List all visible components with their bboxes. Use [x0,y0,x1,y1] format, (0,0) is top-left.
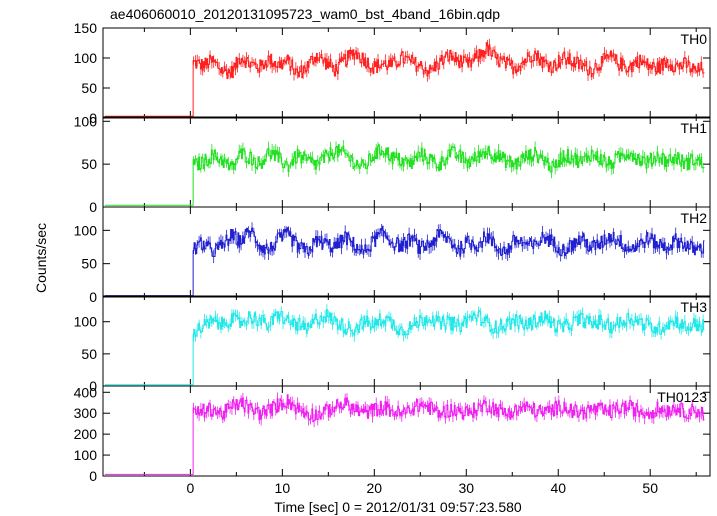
panel-label-th2: TH2 [681,210,708,226]
panel-label-th0123: TH0123 [657,389,707,405]
panel-label-th0: TH0 [681,31,708,47]
panel-label-th3: TH3 [681,299,708,315]
y-tick-label: 100 [74,50,98,66]
y-tick-label: 0 [89,110,97,126]
y-tick-label: 100 [74,314,98,330]
series-line-th1 [104,144,705,206]
error-bars-th2 [193,222,704,264]
x-tick-label: 0 [186,480,194,496]
y-tick-label: 400 [74,384,98,400]
x-tick-label: 40 [550,480,566,496]
panel-frame-th2 [102,206,711,298]
y-tick-label: 50 [81,80,97,96]
y-tick-label: 150 [74,20,98,36]
y-tick-label: 50 [81,156,97,172]
y-tick-label: 100 [74,222,98,238]
series-line-th2 [104,225,705,297]
series-line-th0123 [104,394,705,475]
y-tick-label: 200 [74,426,98,442]
chart-title: ae406060010_20120131095723_wam0_bst_4ban… [110,6,500,22]
y-tick-label: 50 [81,256,97,272]
y-tick-label: 0 [89,289,97,305]
x-tick-label: 20 [367,480,383,496]
x-tick-label: 50 [642,480,658,496]
series-line-th0 [104,42,705,117]
y-tick-label: 100 [74,113,98,129]
y-tick-label: 0 [89,468,97,484]
y-tick-label: 0 [89,199,97,215]
y-axis-title: Counts/sec [33,223,49,293]
y-tick-label: 50 [81,346,97,362]
panel-frame-th3 [102,295,711,387]
panel-label-th1: TH1 [681,120,708,136]
y-tick-label: 100 [74,447,98,463]
y-tick-label: 300 [74,405,98,421]
panel-frame-th0123 [102,385,711,477]
panel-frame-th0 [102,27,711,119]
x-tick-label: 30 [458,480,474,496]
x-axis-title: Time [sec] 0 = 2012/01/31 09:57:23.580 [274,499,522,515]
x-tick-label: 10 [275,480,291,496]
series-line-th3 [104,309,705,386]
y-tick-label: 0 [89,378,97,394]
